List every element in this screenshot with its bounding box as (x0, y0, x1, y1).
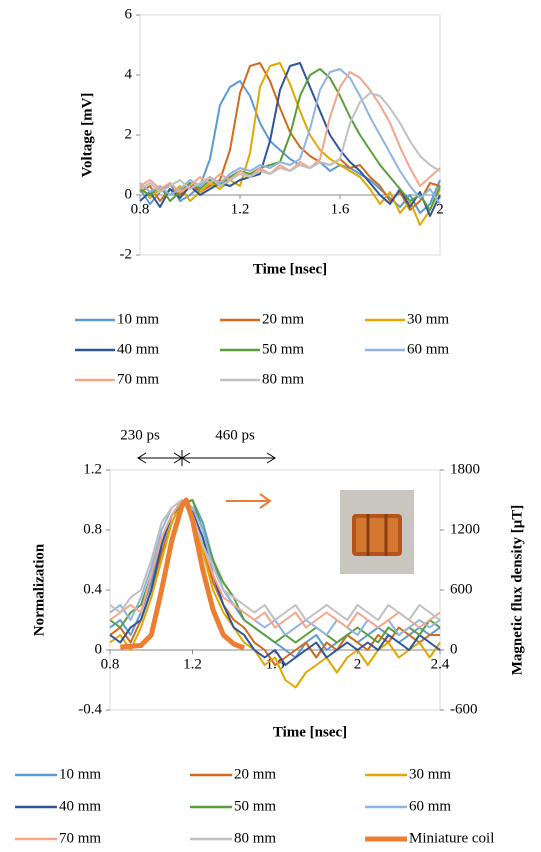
y2-tick-label: 600 (450, 581, 473, 597)
x-tick-label: 2 (436, 201, 444, 217)
y2-tick-label: 1200 (450, 521, 480, 537)
legend-label: 20 mm (262, 311, 304, 327)
x-tick-label: 2.4 (431, 656, 450, 672)
y-tick-label: 0 (95, 641, 103, 657)
series-line (109, 499, 441, 621)
annotation: 230 ps (120, 427, 160, 443)
y-tick-label: 4 (125, 66, 133, 82)
y2-tick-label: 1800 (450, 461, 480, 477)
legend-label: 40 mm (59, 798, 101, 814)
y2-tick-label: -600 (450, 701, 478, 717)
x-axis-label: Time [nsec] (273, 724, 347, 740)
series-line (109, 499, 441, 689)
series-line (139, 92, 441, 193)
x-tick-label: 1.2 (183, 656, 202, 672)
series-line (139, 68, 441, 205)
series-line (139, 62, 441, 226)
axis-arrow (226, 493, 272, 509)
y-axis-label: Voltage [mV] (79, 93, 95, 178)
y2-axis-label: Magnetic flux density [μT] (509, 505, 525, 676)
y-tick-label: 0 (125, 186, 133, 202)
annotation: 460 ps (215, 427, 255, 443)
legend-label: 50 mm (234, 798, 276, 814)
series-line (139, 68, 441, 211)
legend-label: 20 mm (234, 766, 276, 782)
legend-label: 40 mm (117, 341, 159, 357)
legend-label: 30 mm (407, 311, 449, 327)
x-tick-label: 0.8 (131, 201, 150, 217)
y2-tick-label: 0 (450, 641, 458, 657)
y-tick-label: 2 (125, 126, 133, 142)
x-axis-label: Time [nsec] (253, 261, 327, 277)
span-arrows (137, 450, 276, 466)
legend-label: 10 mm (59, 766, 101, 782)
y-tick-label: -0.4 (78, 701, 102, 717)
legend-label: 70 mm (117, 371, 159, 387)
legend-label: 60 mm (407, 341, 449, 357)
legend-label: 50 mm (262, 341, 304, 357)
y-tick-label: 0.8 (83, 521, 102, 537)
legend-label: Miniature coil (409, 830, 494, 846)
legend-label: 80 mm (262, 371, 304, 387)
series-line (109, 499, 441, 666)
legend-label: 10 mm (117, 311, 159, 327)
legend-label: 70 mm (59, 830, 101, 846)
legend-label: 30 mm (409, 766, 451, 782)
y-tick-label: 1.2 (83, 461, 102, 477)
x-tick-label: 0.8 (101, 656, 120, 672)
x-tick-label: 2 (354, 656, 362, 672)
y-tick-label: -2 (120, 246, 133, 262)
y-tick-label: 6 (125, 6, 133, 22)
series-line (139, 80, 441, 214)
x-tick-label: 1.2 (231, 201, 250, 217)
y-tick-label: 0.4 (83, 581, 102, 597)
legend-label: 80 mm (234, 830, 276, 846)
series-line (109, 499, 441, 629)
coil-photo (340, 490, 414, 574)
y-axis-label: Normalization (31, 543, 47, 636)
x-tick-label: 1.6 (331, 201, 350, 217)
series-line (120, 497, 246, 651)
legend-label: 60 mm (409, 798, 451, 814)
